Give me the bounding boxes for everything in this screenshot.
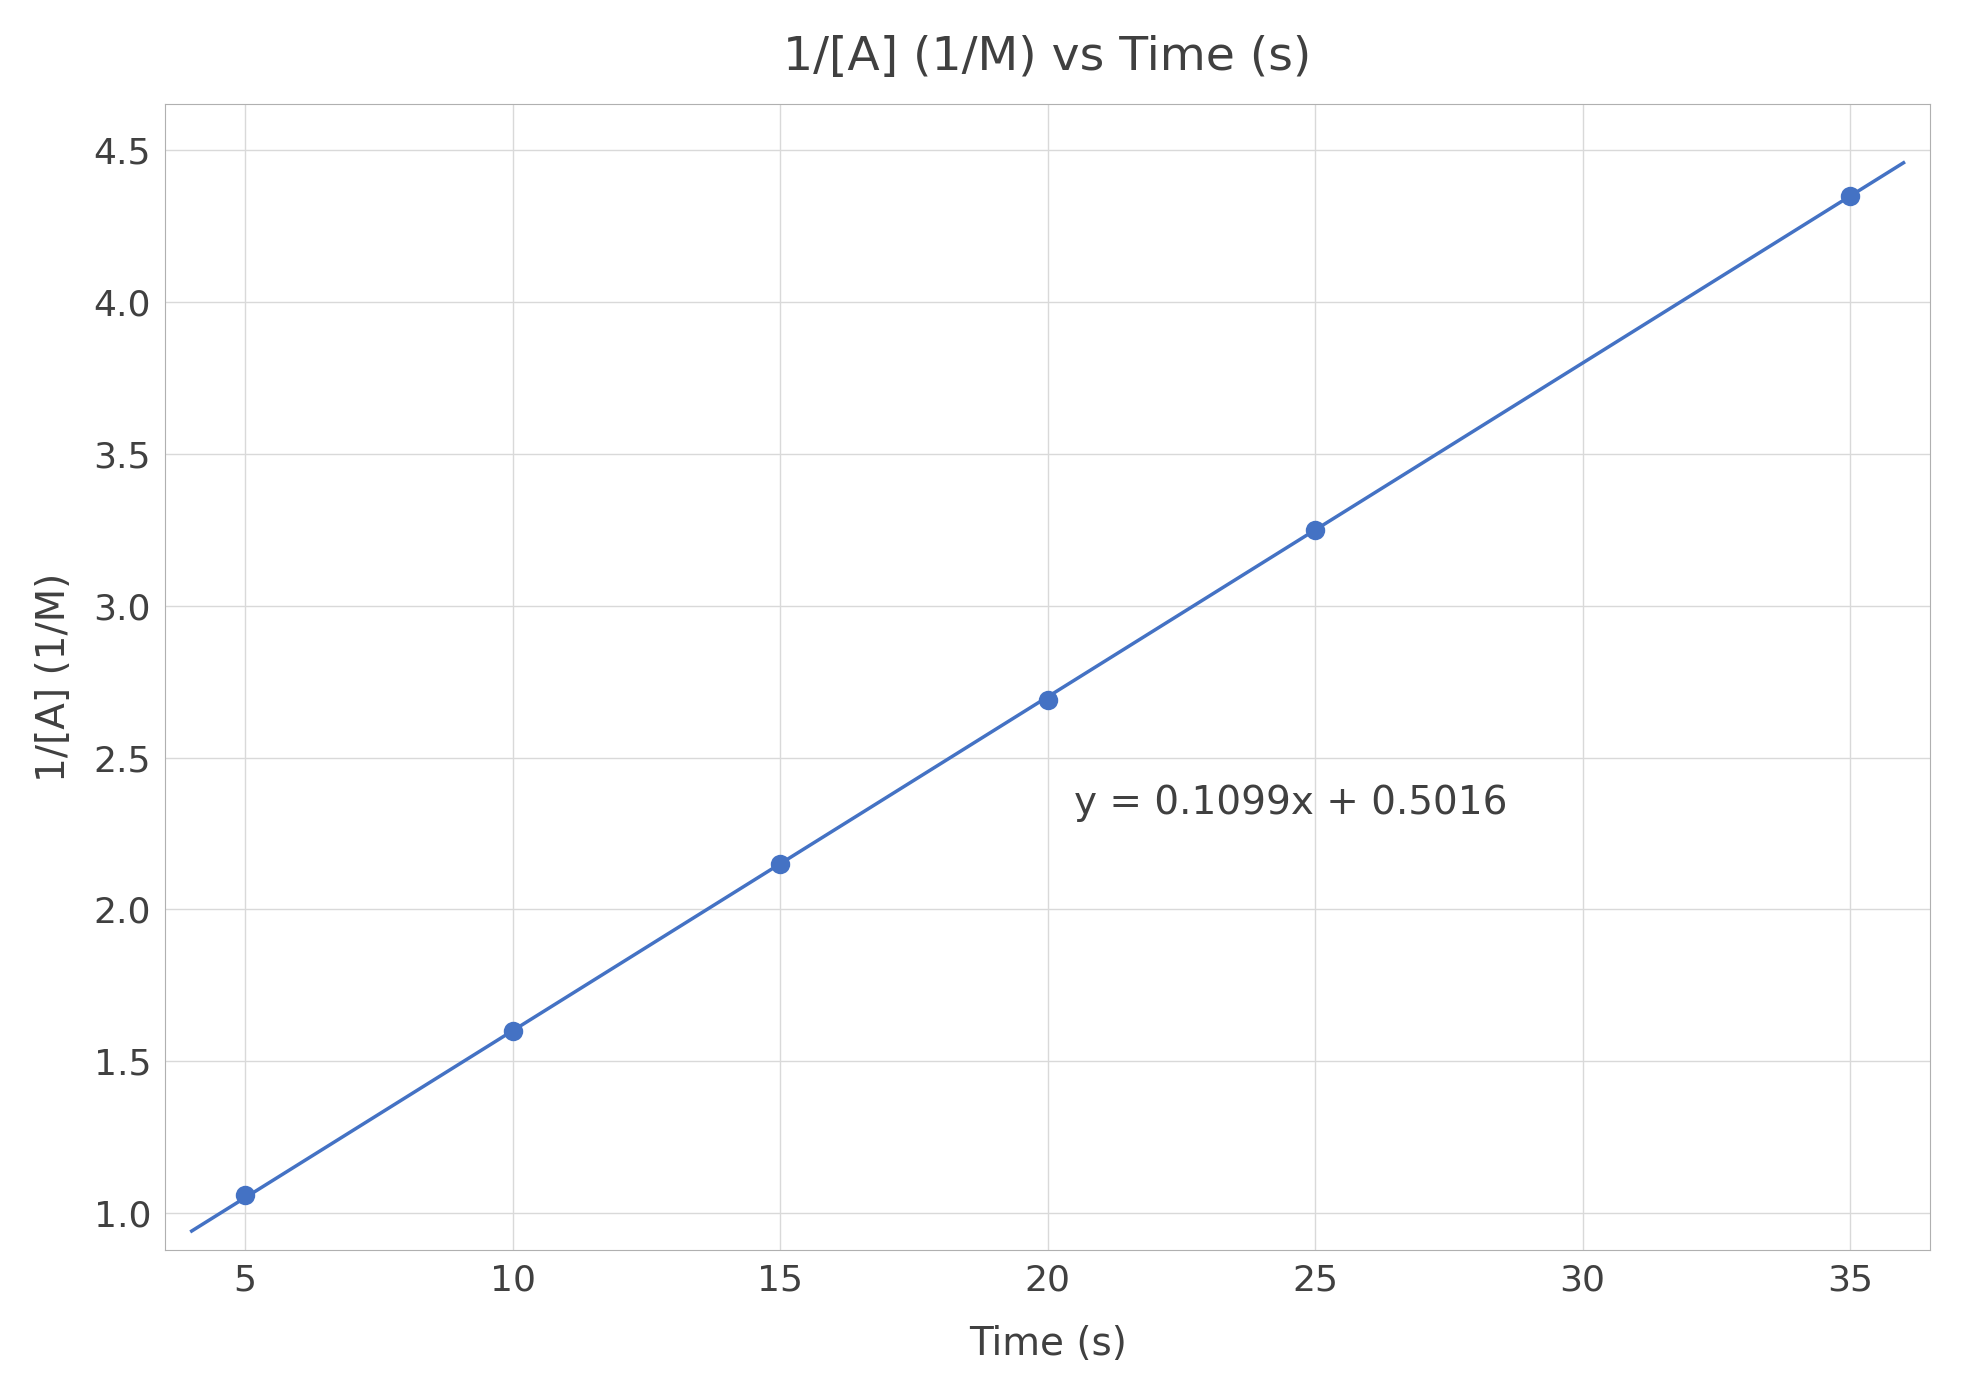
- X-axis label: Time (s): Time (s): [968, 1325, 1125, 1363]
- Y-axis label: 1/[A] (1/M): 1/[A] (1/M): [35, 572, 73, 781]
- Text: y = 0.1099x + 0.5016: y = 0.1099x + 0.5016: [1074, 784, 1506, 822]
- Title: 1/[A] (1/M) vs Time (s): 1/[A] (1/M) vs Time (s): [784, 35, 1312, 80]
